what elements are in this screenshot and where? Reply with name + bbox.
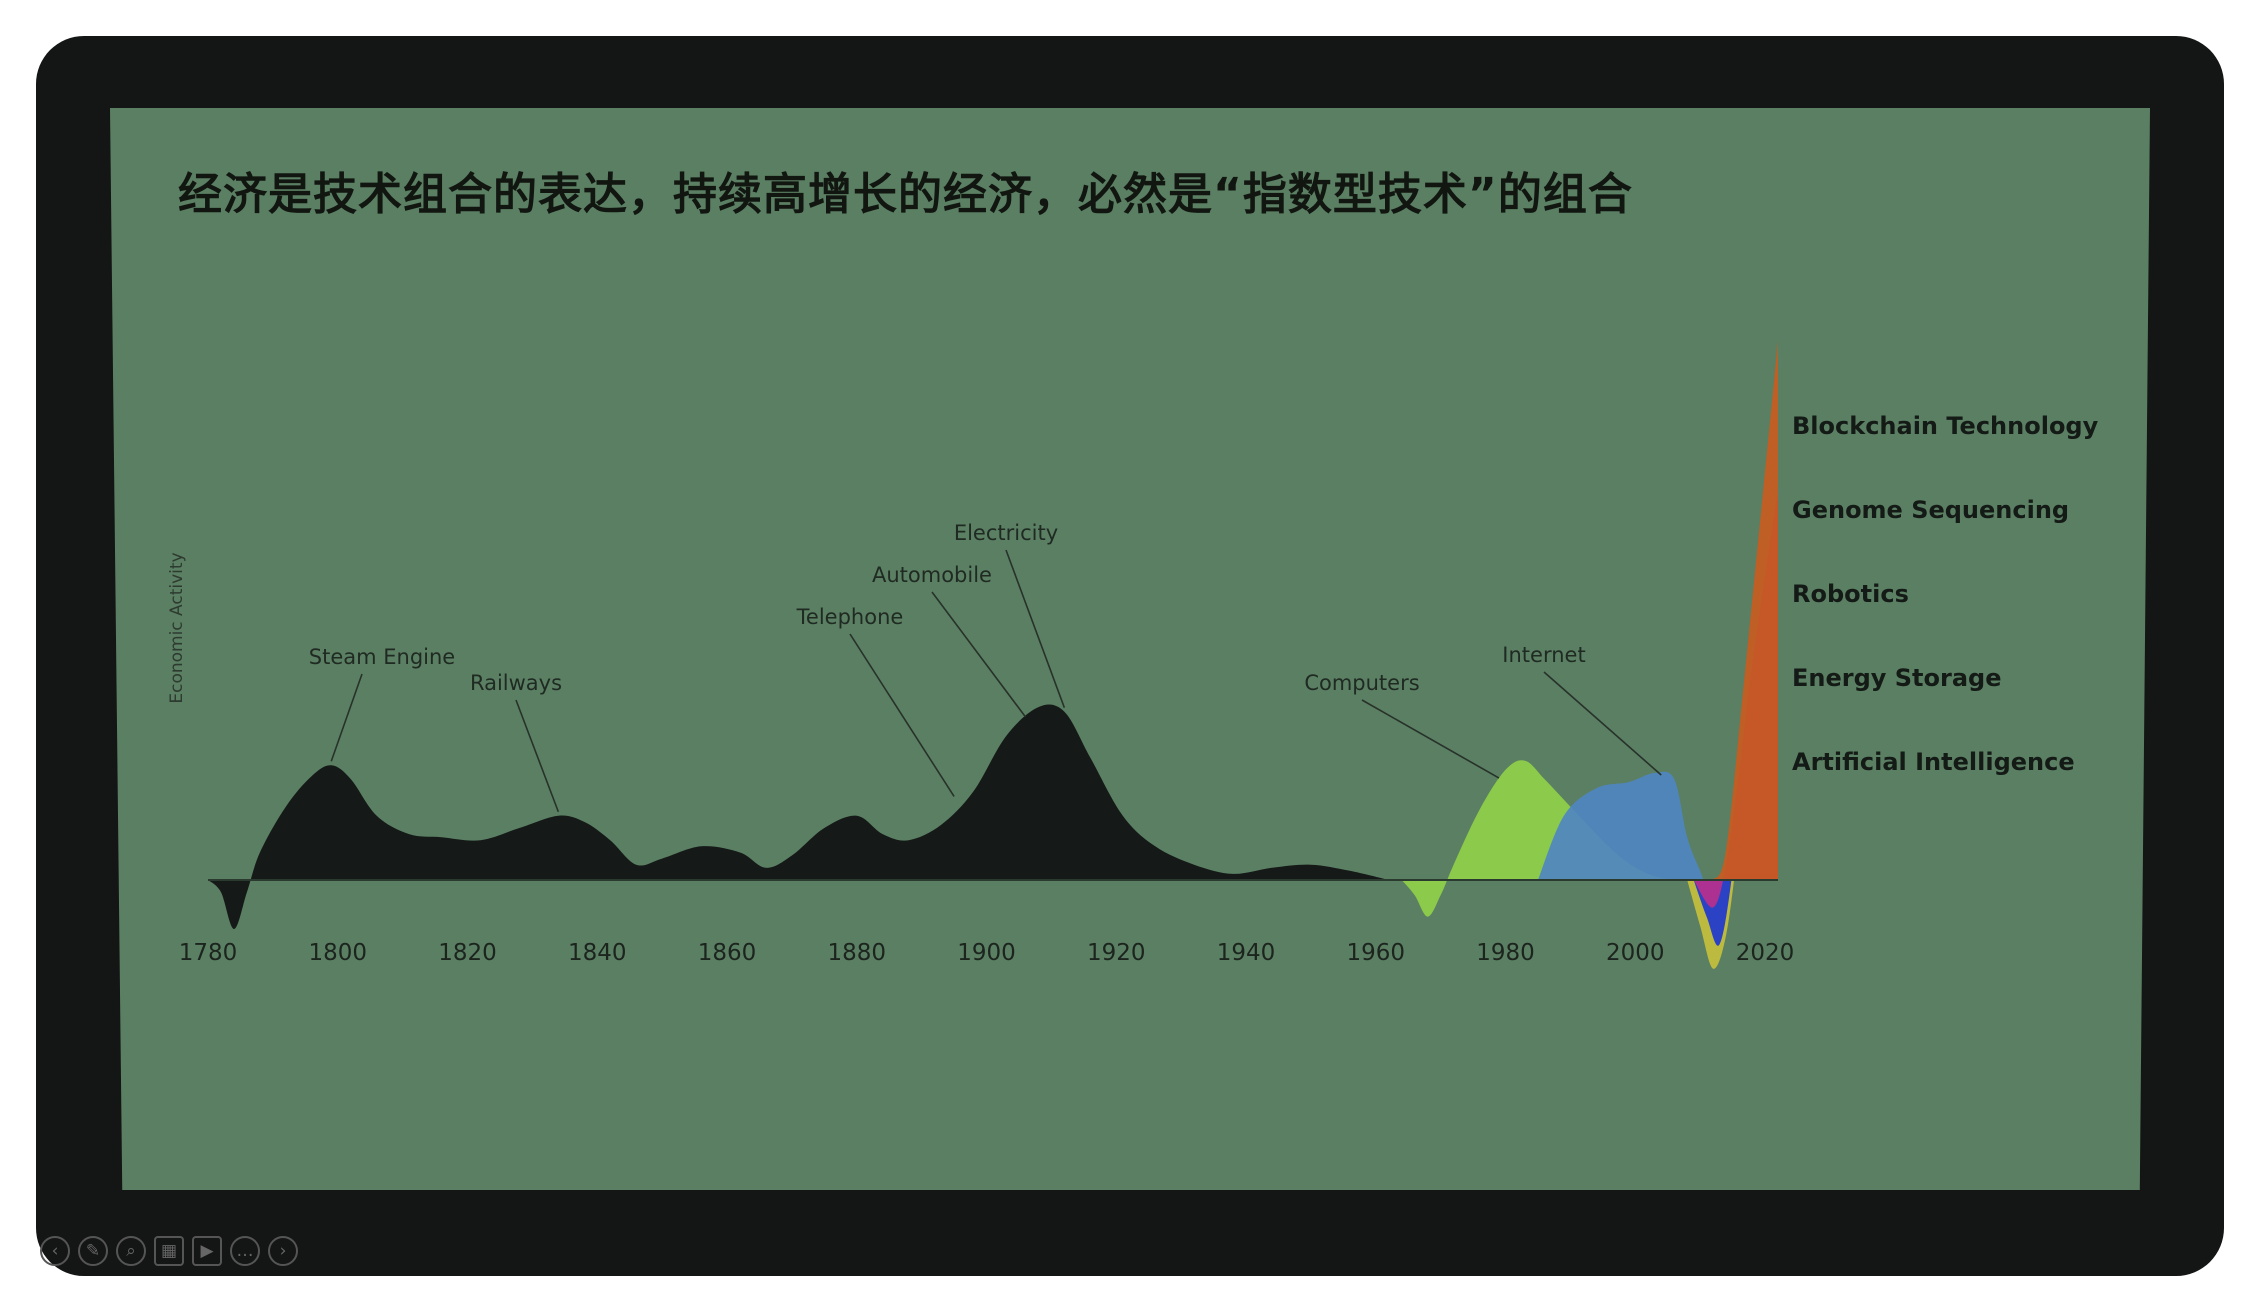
slide-title: 经济是技术组合的表达，持续高增长的经济，必然是“指数型技术”的组合 bbox=[178, 169, 1633, 220]
leader-line bbox=[931, 591, 1027, 718]
leader-line bbox=[1361, 699, 1500, 779]
more-icon[interactable]: … bbox=[230, 1236, 260, 1266]
legend-label: Genome Sequencing bbox=[1792, 496, 2069, 524]
prev-icon[interactable]: ‹ bbox=[40, 1236, 70, 1266]
x-tick-label: 1820 bbox=[438, 940, 497, 966]
projector-screen bbox=[36, 36, 2224, 1276]
x-tick-label: 1840 bbox=[568, 940, 627, 966]
x-tick-label: 1980 bbox=[1476, 940, 1535, 966]
y-axis-label: Economic Activity bbox=[167, 552, 187, 703]
x-tick-label: 1880 bbox=[827, 940, 886, 966]
series-area-industrial bbox=[208, 704, 1389, 929]
x-tick-label: 1940 bbox=[1217, 940, 1276, 966]
x-tick-label: 1800 bbox=[308, 940, 367, 966]
legend-label: Blockchain Technology bbox=[1792, 412, 2099, 440]
x-tick-label: 1920 bbox=[1087, 940, 1146, 966]
video-icon[interactable]: ▶ bbox=[192, 1236, 222, 1266]
legend-label: Robotics bbox=[1792, 580, 1909, 608]
playback-controls: ‹ ✎ ⌕ ▦ ▶ … › bbox=[40, 1236, 298, 1266]
x-tick-label: 2000 bbox=[1606, 940, 1665, 966]
slides-icon[interactable]: ▦ bbox=[154, 1236, 184, 1266]
annotation-label: Internet bbox=[1502, 643, 1585, 667]
x-tick-label: 1960 bbox=[1346, 940, 1405, 966]
series-area-blockchain bbox=[1713, 341, 1778, 880]
legend-label: Energy Storage bbox=[1792, 664, 2002, 692]
series-area-internet bbox=[1538, 771, 1727, 902]
x-tick-label: 1860 bbox=[698, 940, 757, 966]
annotation-label: Computers bbox=[1304, 671, 1419, 695]
zoom-icon[interactable]: ⌕ bbox=[116, 1236, 146, 1266]
annotation-label: Steam Engine bbox=[309, 645, 455, 669]
annotation-label: Telephone bbox=[796, 605, 904, 629]
leader-line bbox=[515, 699, 560, 813]
leader-line bbox=[849, 633, 955, 797]
annotation-label: Electricity bbox=[954, 521, 1058, 545]
annotation-label: Automobile bbox=[872, 563, 992, 587]
x-tick-label: 1780 bbox=[179, 940, 238, 966]
x-tick-label: 1900 bbox=[957, 940, 1016, 966]
x-tick-label: 2020 bbox=[1736, 940, 1795, 966]
slide bbox=[110, 108, 2150, 1190]
pen-icon[interactable]: ✎ bbox=[78, 1236, 108, 1266]
leader-line bbox=[1543, 671, 1662, 776]
leader-line bbox=[1005, 549, 1066, 708]
legend-label: Artificial Intelligence bbox=[1792, 748, 2075, 776]
annotation-label: Railways bbox=[470, 671, 562, 695]
leader-line bbox=[330, 673, 363, 762]
next-icon[interactable]: › bbox=[268, 1236, 298, 1266]
